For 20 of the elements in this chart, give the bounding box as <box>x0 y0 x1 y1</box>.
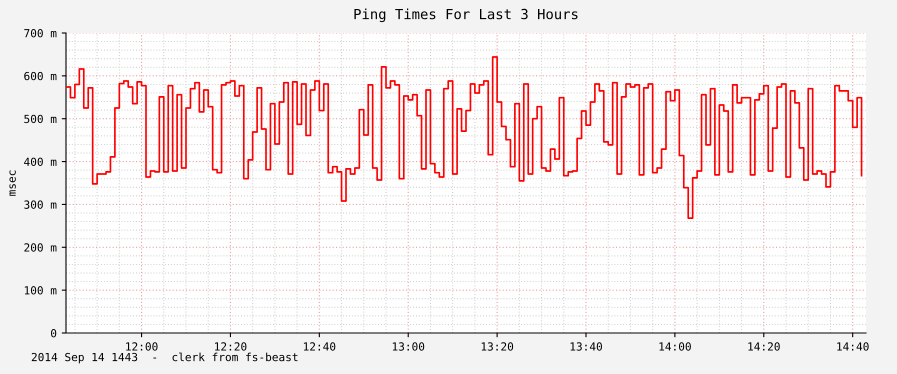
y-tick-label: 300 m <box>24 200 56 209</box>
text: 2014 Sep 14 1443 - clerk from fs-beast <box>32 352 298 364</box>
x-tick-label: 14:00 <box>660 342 691 351</box>
y-tick-label: 0 <box>51 329 56 338</box>
y-axis-title: msec <box>9 170 16 196</box>
x-tick-label: 14:40 <box>837 342 869 351</box>
y-tick-label: 400 m <box>24 158 56 166</box>
x-tick-label: 14:20 <box>748 342 780 351</box>
y-tick-label: 700 m <box>24 29 56 38</box>
x-tick-label: 13:00 <box>392 342 424 351</box>
chart-title: Ping Times For Last 3 Hours <box>354 8 578 22</box>
x-tick-label: 12:20 <box>215 342 246 351</box>
x-tick-label: 13:20 <box>482 342 514 351</box>
x-tick-label: 13:40 <box>570 342 602 351</box>
x-tick-label: 12:00 <box>126 342 158 351</box>
y-tick-label: 100 m <box>24 286 56 295</box>
y-tick-label: 200 m <box>24 243 56 252</box>
x-tick-label: 12:40 <box>304 342 336 351</box>
y-tick-label: 600 m <box>24 72 56 80</box>
y-tick-label: 500 m <box>24 114 56 124</box>
